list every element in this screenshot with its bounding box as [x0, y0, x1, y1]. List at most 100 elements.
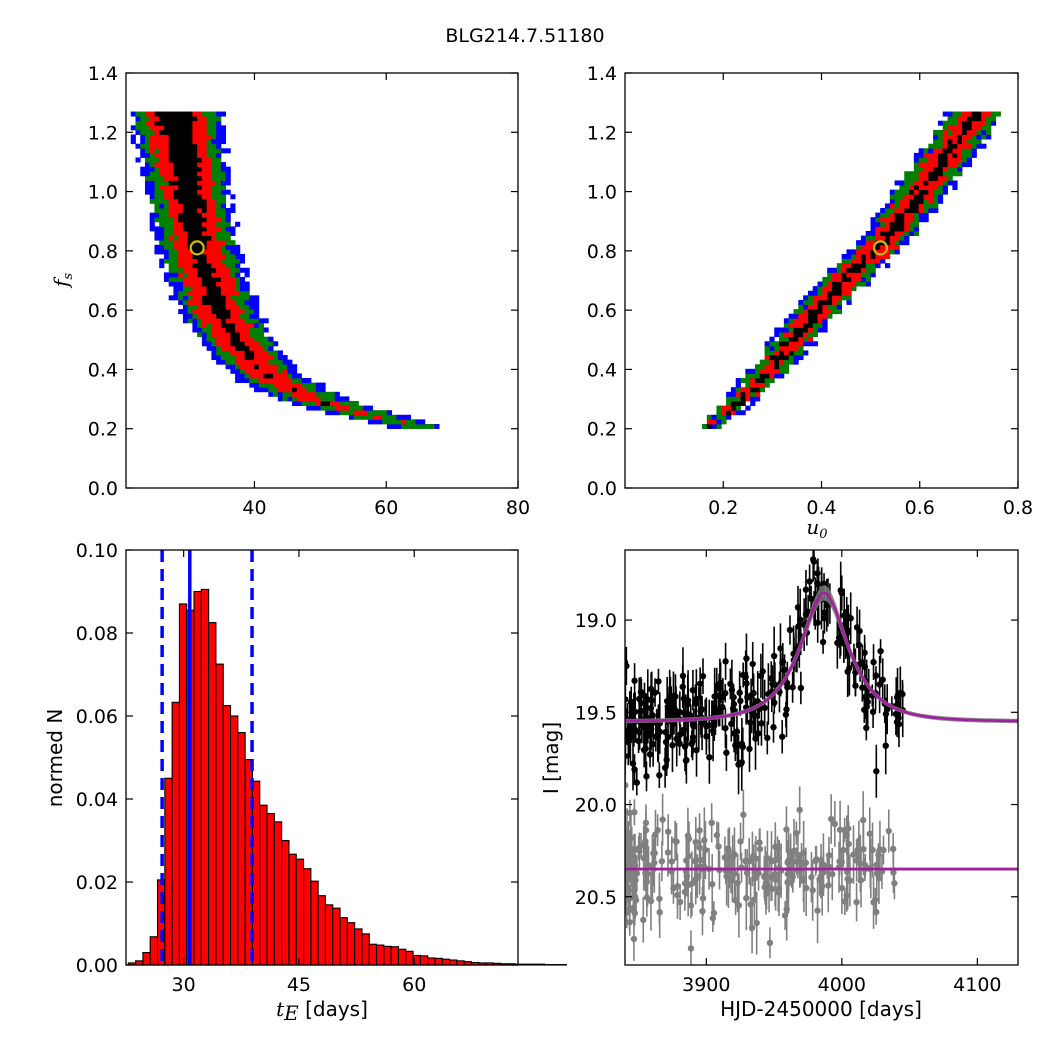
residual-point	[827, 815, 835, 823]
heatmap-cell	[216, 148, 222, 154]
heatmap-cell	[244, 364, 250, 370]
heatmap-cell	[239, 355, 245, 361]
heatmap-cell	[187, 299, 193, 305]
heatmap-cell	[918, 180, 924, 186]
heatmap-cell	[182, 240, 189, 246]
heatmap-cell	[220, 185, 227, 191]
residual-point	[829, 870, 836, 878]
heatmap-cell	[348, 414, 355, 420]
heatmap-cell	[192, 235, 198, 241]
heatmap-cell	[937, 162, 944, 168]
heatmap-cell	[894, 230, 900, 236]
data-point	[806, 578, 813, 585]
heatmap-cell	[957, 162, 963, 168]
heatmap-cell	[220, 194, 227, 200]
heatmap-cell	[860, 276, 867, 282]
heatmap-cell	[918, 162, 924, 168]
heatmap-cell	[807, 299, 814, 305]
residual-point	[869, 846, 876, 854]
heatmap-cell	[899, 180, 905, 186]
heatmap-cell	[192, 299, 198, 305]
heatmap-cell	[220, 134, 227, 140]
heatmap-cell	[220, 171, 227, 177]
heatmap-cell	[225, 359, 231, 365]
heatmap-cell	[254, 373, 260, 379]
heatmap-cell	[923, 157, 929, 163]
heatmap-cell	[966, 148, 973, 154]
heatmap-cell	[846, 258, 852, 264]
heatmap-cell	[282, 387, 288, 393]
heatmap-cell	[957, 111, 963, 117]
residual-point	[885, 827, 892, 835]
heatmap-cell	[292, 396, 298, 402]
heatmap-cell	[793, 336, 799, 342]
residual-point	[831, 820, 839, 828]
heatmap-cell	[827, 281, 833, 287]
y-tick-label: 1.0	[587, 182, 617, 204]
heatmap-cell	[168, 139, 174, 145]
heatmap-cell	[817, 309, 823, 315]
heatmap-cell	[154, 212, 160, 218]
heatmap-cell	[909, 217, 915, 223]
heatmap-cell	[277, 368, 283, 374]
heatmap-cell	[149, 152, 155, 158]
heatmap-cell	[923, 148, 929, 154]
heatmap-cell	[230, 295, 236, 301]
heatmap-cell	[865, 235, 871, 241]
data-point	[794, 604, 802, 611]
heatmap-cell	[976, 139, 982, 145]
heatmap-cell	[225, 180, 231, 186]
residual-point	[668, 858, 675, 865]
heatmap-cell	[711, 414, 717, 420]
heatmap-cell	[197, 166, 203, 172]
heatmap-cell	[754, 378, 761, 384]
heatmap-cell	[168, 203, 174, 209]
heatmap-cell	[201, 180, 208, 186]
heatmap-cell	[163, 152, 170, 158]
heatmap-cell	[216, 111, 222, 117]
heatmap-cell	[216, 313, 222, 319]
heatmap-cell	[173, 267, 179, 273]
residual-point	[872, 896, 879, 903]
heatmap-cell	[774, 345, 780, 351]
residual-point	[838, 884, 846, 892]
heatmap-cell	[841, 272, 847, 278]
heatmap-cell	[832, 286, 838, 292]
heatmap-cell	[235, 313, 241, 319]
heatmap-cell	[235, 336, 241, 342]
data-point	[723, 749, 730, 756]
residual-point	[656, 909, 663, 916]
histogram-bar	[397, 948, 407, 966]
heatmap-cell	[779, 355, 785, 361]
heatmap-cell	[793, 359, 799, 365]
heatmap-cell	[263, 373, 269, 379]
heatmap-cell	[889, 194, 895, 200]
heatmap-cell	[306, 400, 312, 406]
heatmap-cell	[933, 148, 939, 154]
heatmap-cell	[258, 341, 264, 347]
heatmap-cell	[192, 171, 198, 177]
heatmap-cell	[344, 400, 350, 406]
heatmap-cell	[937, 129, 944, 135]
heatmap-cell	[995, 111, 1001, 117]
heatmap-cell	[268, 345, 274, 351]
heatmap-cell	[721, 414, 727, 420]
heatmap-cell	[865, 276, 871, 282]
heatmap-cell	[783, 341, 790, 347]
heatmap-cell	[273, 382, 279, 388]
heatmap-cell	[764, 359, 770, 365]
heatmap-cell	[803, 322, 809, 328]
residual-point	[673, 838, 680, 845]
heatmap-cell	[149, 125, 155, 131]
p3-ylabel: normed N	[43, 709, 67, 808]
heatmap-cell	[144, 180, 151, 186]
heatmap-cell	[206, 240, 212, 246]
heatmap-cell	[140, 148, 146, 154]
heatmap-cell	[230, 203, 236, 209]
heatmap-cell	[178, 152, 184, 158]
heatmap-cell	[178, 180, 184, 186]
heatmap-cell	[182, 318, 189, 324]
heatmap-cell	[860, 263, 867, 269]
heatmap-cell	[201, 240, 208, 246]
heatmap-cell	[410, 423, 416, 429]
